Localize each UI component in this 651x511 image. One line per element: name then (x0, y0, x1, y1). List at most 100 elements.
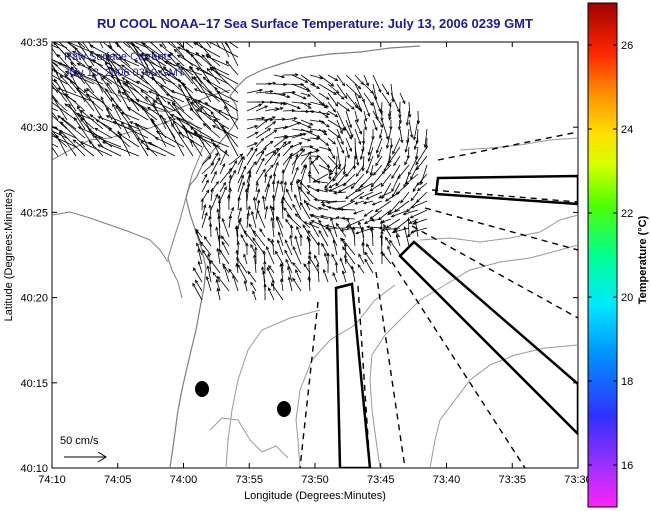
current-vector (52, 111, 59, 121)
current-vector-head (289, 152, 293, 157)
current-vector-head (215, 152, 219, 157)
current-vector-head (221, 240, 225, 245)
current-vector (246, 89, 263, 94)
current-vector-head (263, 283, 267, 288)
current-vector-head (222, 162, 226, 167)
current-vector-head (238, 219, 242, 223)
current-vector (292, 278, 302, 292)
current-vector-head (272, 172, 277, 177)
current-vector-head (162, 66, 167, 70)
current-vector-head (101, 76, 105, 81)
current-vector-head (275, 250, 279, 255)
current-vector (224, 42, 230, 49)
current-vector-head (351, 106, 355, 110)
current-vector-head (125, 80, 130, 85)
current-vector-head (178, 83, 182, 88)
current-vector (183, 128, 203, 139)
current-vector (327, 119, 345, 131)
current-vector (381, 83, 390, 95)
current-vector (355, 164, 365, 177)
current-vector (64, 74, 86, 94)
current-vector (167, 42, 176, 49)
current-vector-head (115, 105, 119, 109)
survey-lines (299, 131, 578, 468)
current-vector (390, 137, 392, 148)
current-vector (335, 262, 338, 274)
current-vector (345, 110, 352, 128)
current-vector-head (391, 175, 395, 180)
current-vector (52, 129, 59, 139)
current-vector (271, 239, 275, 256)
current-vector-head (283, 102, 288, 106)
current-vector-head (271, 206, 275, 211)
current-vector (228, 160, 237, 175)
current-vector-head (70, 66, 75, 70)
current-vector-head (283, 207, 287, 211)
current-vector (172, 102, 194, 121)
current-vector-head (250, 243, 254, 248)
current-vector-head (80, 117, 84, 122)
current-vector-head (328, 184, 333, 189)
current-vector (66, 42, 86, 58)
current-vector-head (273, 129, 278, 133)
current-vector-head (233, 160, 237, 164)
current-vector (237, 207, 242, 220)
colorbar-tick-label: 26 (621, 40, 633, 52)
current-vector (212, 143, 230, 157)
current-vector (336, 92, 345, 100)
current-vector-head (224, 105, 228, 110)
current-vector-head (147, 106, 151, 111)
current-vector-head (64, 70, 69, 74)
current-vector (379, 128, 383, 139)
current-vector-head (285, 258, 289, 263)
current-vector (255, 119, 268, 130)
current-vector-head (415, 161, 419, 166)
current-vector-head (252, 237, 256, 241)
current-vector-head (56, 53, 61, 58)
current-vector-head (195, 230, 199, 235)
current-vector (363, 83, 374, 94)
current-vector-head (304, 79, 309, 83)
current-vector-head (74, 28, 77, 31)
current-vector (74, 47, 95, 76)
depth-contour-7 (209, 417, 289, 459)
transect-boxes (334, 174, 578, 468)
current-vector-head (315, 188, 320, 192)
current-vector (354, 74, 364, 85)
current-vector (217, 248, 221, 265)
current-vector-head (367, 113, 371, 117)
current-vector (119, 57, 140, 67)
current-vector (273, 135, 288, 139)
current-vector-head (173, 120, 177, 125)
current-vector-head (307, 125, 312, 129)
current-vector (335, 223, 347, 238)
current-vector-head (323, 105, 328, 109)
current-vector-head (350, 265, 355, 270)
current-vector-head (354, 104, 359, 109)
current-vector (216, 279, 221, 292)
current-vector (221, 125, 239, 148)
current-vector-head (277, 231, 281, 236)
current-vector-head (236, 240, 240, 245)
current-vector (372, 83, 377, 100)
current-vector-head (305, 87, 310, 91)
current-vector-head (105, 115, 110, 119)
current-vector-head (329, 171, 334, 176)
current-vector (324, 173, 338, 189)
current-vector-head (385, 91, 390, 96)
current-vector-head (415, 140, 419, 145)
y-tick-label: 40:20 (20, 293, 48, 305)
current-vector (178, 79, 203, 112)
current-vector-head (250, 146, 254, 151)
current-vector-head (247, 270, 251, 275)
current-vector (318, 92, 330, 100)
current-vector-head (160, 84, 164, 89)
current-vector-head (354, 201, 358, 205)
current-vector (208, 91, 239, 112)
current-vector (378, 209, 392, 221)
current-vector-head (378, 135, 383, 139)
current-vector (110, 97, 131, 121)
current-vector (237, 175, 244, 193)
current-vector-head (210, 162, 215, 166)
current-vectors (52, 28, 429, 301)
